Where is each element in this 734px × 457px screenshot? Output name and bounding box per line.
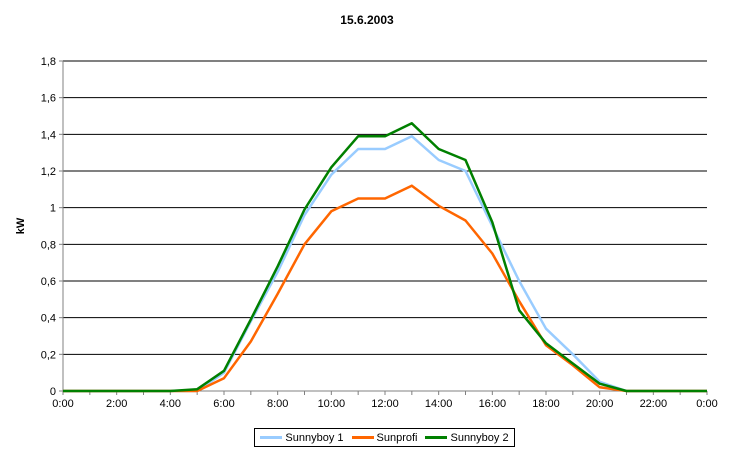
y-tick-label: 0,2 [41,349,56,361]
series-line-sunnyboy-2 [63,122,707,393]
series-line-sunprofi [63,184,707,393]
x-tick-label: 8:00 [267,398,288,410]
y-tick-label: 0,4 [41,313,56,325]
y-tick-label: 0,8 [41,239,56,251]
legend-label: Sunnyboy 2 [450,431,509,444]
y-tick-label: 1,2 [41,166,56,178]
x-tick-label: 6:00 [213,398,234,410]
chart-title: 15.6.2003 [340,13,394,27]
y-tick-label: 1,4 [41,129,56,141]
x-tick-label: 16:00 [479,398,507,410]
legend-item-sunnyboy-1: Sunnyboy 1 [260,431,344,444]
y-tick-label: 1,8 [41,56,56,68]
y-tick-label: 0,6 [41,276,56,288]
legend-swatch-sunnyboy-1 [260,436,283,439]
legend-label: Sunprofi [376,431,418,444]
x-tick-label: 18:00 [532,398,560,410]
x-tick-label: 10:00 [318,398,346,410]
legend-swatch-sunnyboy-2 [425,436,448,439]
x-tick-label: 2:00 [106,398,127,410]
legend-item-sunprofi: Sunprofi [351,431,418,444]
x-tick-label: 14:00 [425,398,453,410]
series-line-sunnyboy-1 [63,134,707,393]
x-tick-label: 20:00 [586,398,614,410]
x-tick-label: 0:00 [696,398,717,410]
y-tick-label: 1 [50,203,56,215]
x-tick-label: 22:00 [640,398,668,410]
legend-label: Sunnyboy 1 [285,431,344,444]
y-tick-label: 1,6 [41,93,56,105]
y-tick-label: 0 [50,386,56,398]
y-axis-title: kW [15,217,27,234]
legend: Sunnyboy 1 Sunprofi Sunnyboy 2 [254,428,515,447]
legend-swatch-sunprofi [351,436,374,439]
x-tick-label: 4:00 [160,398,181,410]
legend-item-sunnyboy-2: Sunnyboy 2 [425,431,509,444]
x-tick-label: 0:00 [52,398,73,410]
x-tick-label: 12:00 [371,398,399,410]
